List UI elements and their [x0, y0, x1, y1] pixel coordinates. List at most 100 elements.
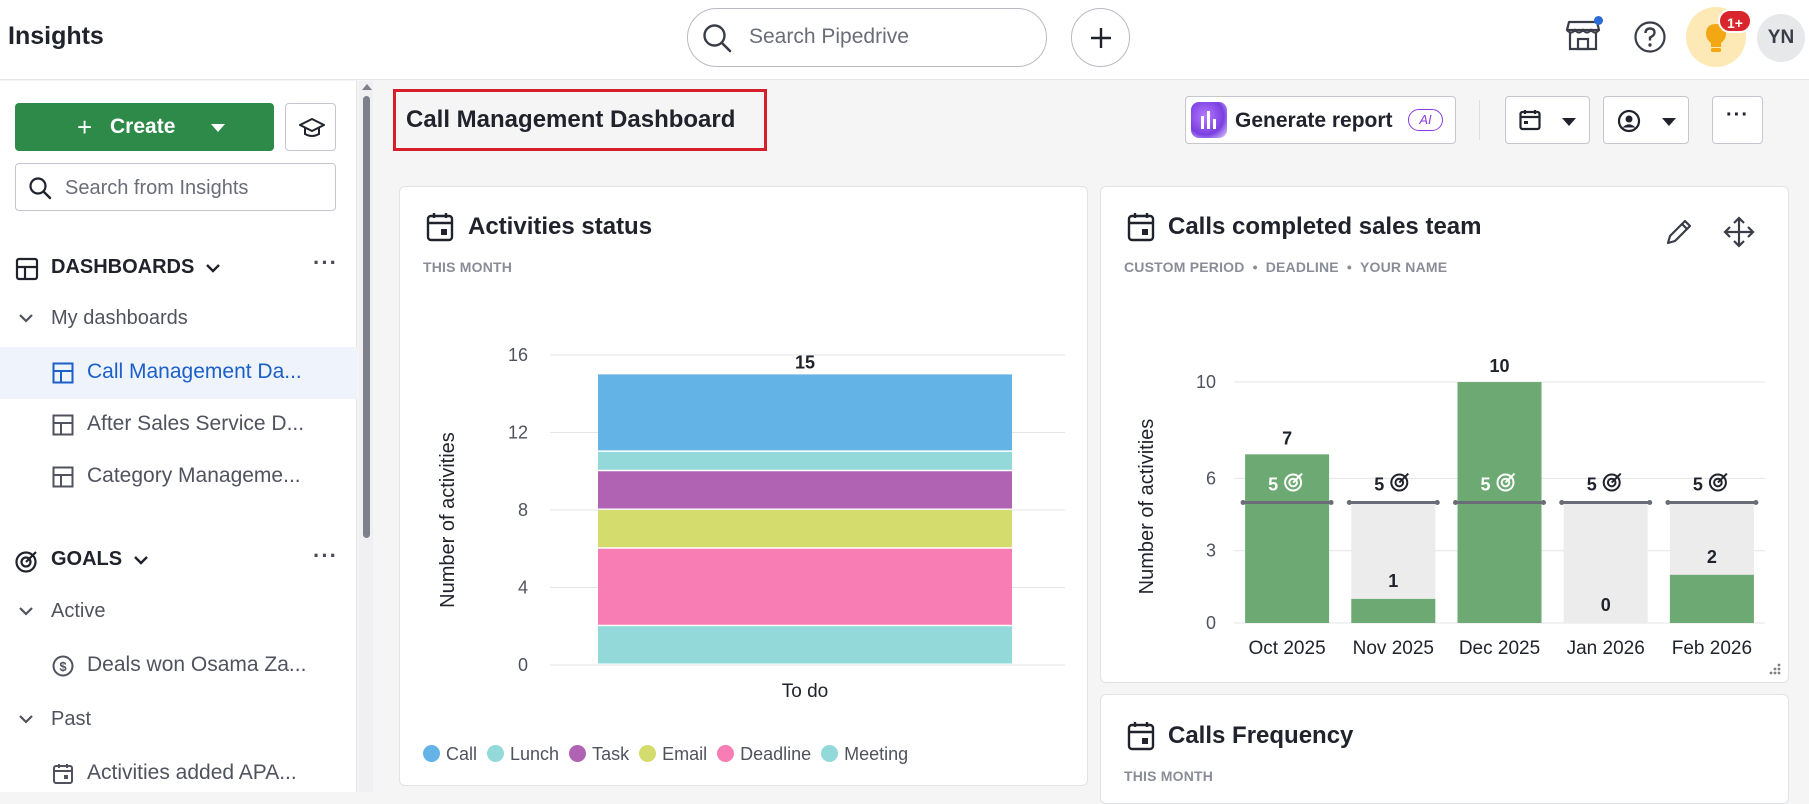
- dashboard-icon: [52, 362, 74, 384]
- bar-segment-lunch: [598, 451, 1012, 470]
- search-placeholder: Search from Insights: [65, 177, 249, 199]
- target-icon: [15, 551, 37, 573]
- sidebar-dashboard-item[interactable]: After Sales Service D...: [0, 399, 357, 451]
- y-tick-label: 10: [1196, 372, 1216, 392]
- bar-value-label: 0: [1601, 595, 1611, 615]
- sidebar-dashboard-item[interactable]: Category Manageme...: [0, 451, 357, 503]
- x-tick-label: Nov 2025: [1353, 638, 1434, 659]
- x-tick-label: To do: [782, 681, 828, 702]
- card-title[interactable]: Calls Frequency: [1168, 722, 1354, 749]
- filter-period: CUSTOM PERIOD: [1124, 259, 1245, 275]
- chevron-down-icon: [206, 264, 220, 273]
- goals-more-button[interactable]: ···: [313, 543, 338, 568]
- target-icon-ring: [1708, 473, 1727, 492]
- target-icon-inner: [1606, 477, 1617, 488]
- y-tick-label: 4: [518, 578, 528, 598]
- bar-value-label: 7: [1282, 428, 1292, 448]
- help-icon[interactable]: [1633, 20, 1667, 54]
- goal-background: [1563, 502, 1648, 623]
- dollar-circle-icon: $: [52, 655, 74, 677]
- learn-button[interactable]: [285, 103, 336, 151]
- y-axis-label: Number of activities: [437, 432, 459, 608]
- user-avatar[interactable]: YN: [1757, 14, 1805, 62]
- quick-add-button[interactable]: [1071, 8, 1130, 67]
- ai-chart-icon: [1191, 102, 1227, 138]
- y-tick-label: 16: [508, 345, 528, 365]
- search-icon: [702, 23, 732, 53]
- notification-dot: [1594, 16, 1603, 25]
- legend-label: Meeting: [844, 744, 909, 764]
- legend-item[interactable]: Task: [569, 744, 629, 765]
- more-options-button[interactable]: ···: [1712, 96, 1763, 144]
- y-axis-label: Number of activities: [1136, 419, 1158, 595]
- sidebar-dashboard-item[interactable]: Call Management Da...: [0, 347, 357, 399]
- create-button[interactable]: + Create: [15, 103, 274, 151]
- insights-search-input[interactable]: Search from Insights: [15, 163, 336, 211]
- dashboards-more-button[interactable]: ···: [313, 250, 338, 275]
- goal-value-label: 5: [1587, 475, 1597, 495]
- edit-pencil-icon[interactable]: [1663, 216, 1695, 248]
- legend-swatch: [569, 745, 587, 762]
- move-arrows-icon[interactable]: [1723, 216, 1755, 248]
- legend-swatch: [423, 745, 440, 762]
- create-label: Create: [110, 115, 176, 138]
- chevron-down-icon: [134, 556, 148, 565]
- marketplace-icon[interactable]: [1565, 18, 1601, 52]
- resize-handle-icon[interactable]: [1766, 662, 1782, 678]
- target-icon-arrow: [1717, 472, 1728, 484]
- caret-down-icon: [211, 124, 225, 132]
- target-icon: [1496, 472, 1516, 492]
- calls-completed-card: [1100, 186, 1789, 683]
- target-icon-ring: [1496, 473, 1515, 492]
- legend-swatch: [821, 745, 839, 762]
- legend-item[interactable]: Deadline: [717, 744, 811, 765]
- legend-swatch: [717, 745, 735, 762]
- goal-line-end: [1434, 500, 1440, 506]
- y-tick-label: 8: [518, 500, 528, 520]
- legend-item[interactable]: Email: [639, 744, 707, 765]
- global-search-input[interactable]: Search Pipedrive: [687, 8, 1047, 67]
- filter-user: YOUR NAME: [1359, 259, 1448, 275]
- legend-item[interactable]: Meeting: [821, 744, 908, 765]
- x-tick-label: Jan 2026: [1567, 638, 1645, 659]
- sidebar-goal-item[interactable]: Activities added APA...: [0, 748, 357, 800]
- goal-line-end: [1559, 500, 1565, 506]
- goal-value-label: 5: [1268, 475, 1278, 495]
- target-icon-arrow: [1610, 472, 1622, 484]
- goals-heading: GOALS: [51, 548, 123, 570]
- y-tick-label: 12: [508, 423, 528, 443]
- target-icon-arrow: [1398, 472, 1410, 484]
- legend-label: Email: [662, 744, 708, 764]
- goal-line-end: [1647, 500, 1653, 506]
- legend-item[interactable]: Lunch: [487, 744, 559, 765]
- caret-down-icon: [1562, 118, 1576, 126]
- scroll-up-arrow[interactable]: [362, 84, 372, 90]
- card-period: THIS MONTH: [1124, 768, 1214, 784]
- bar-segment-task: [598, 471, 1012, 509]
- x-tick-label: Feb 2026: [1672, 638, 1752, 659]
- goal-value-label: 5: [1693, 475, 1703, 495]
- user-filter-button[interactable]: [1603, 96, 1689, 144]
- calendar-icon: [1127, 721, 1155, 751]
- user-circle-icon: [1617, 109, 1641, 133]
- sidebar-scroll-thumb[interactable]: [363, 96, 370, 538]
- target-icon-ring: [1602, 473, 1621, 492]
- dashboard-label: After Sales Service D...: [87, 412, 305, 435]
- top-bar: Insights Search Pipedrive 1+ YN: [0, 0, 1809, 80]
- goal-label: Deals won Osama Za...: [87, 653, 307, 676]
- target-icon-ring: [1390, 473, 1409, 492]
- dashboard-icon: [52, 414, 74, 436]
- plus-icon: +: [77, 112, 93, 142]
- sidebar-goal-item[interactable]: $ Deals won Osama Za...: [0, 640, 357, 692]
- legend-item[interactable]: Call: [423, 744, 477, 765]
- svg-text:$: $: [59, 659, 67, 674]
- dashboards-heading: DASHBOARDS: [51, 256, 195, 278]
- card-title[interactable]: Calls completed sales team: [1168, 213, 1482, 240]
- bar-segment-meeting: [598, 626, 1012, 664]
- card-title[interactable]: Activities status: [468, 213, 653, 240]
- generate-report-button[interactable]: Generate report AI: [1185, 96, 1456, 144]
- period-filter-button[interactable]: [1505, 96, 1590, 144]
- generate-report-label: Generate report: [1235, 109, 1393, 132]
- goal-line-end: [1453, 500, 1458, 506]
- dashboard-title[interactable]: Call Management Dashboard: [406, 106, 736, 133]
